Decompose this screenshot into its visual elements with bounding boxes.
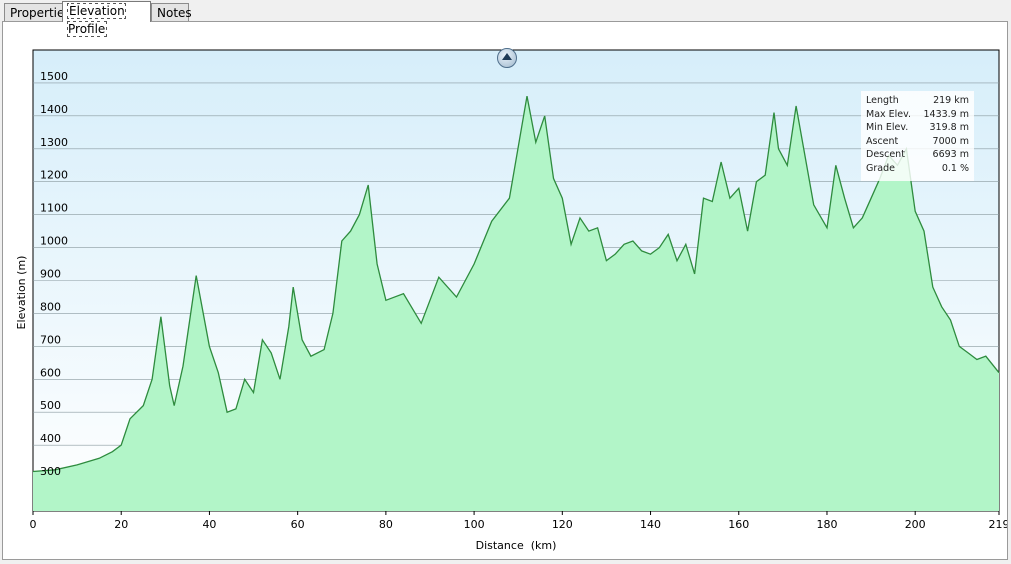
stats-box: Length 219 km Max Elev. 1433.9 m Min Elev. 31…: [861, 91, 974, 181]
stat-value: 319.8 m: [929, 122, 969, 133]
elevation-line: [32, 95, 1000, 473]
tab-bar: Properties Elevation Profile Notes: [0, 0, 1011, 37]
collapse-button[interactable]: [497, 48, 517, 68]
y-tick-label: 1400: [40, 103, 68, 116]
tab-elevation-profile-label: Elevation Profile: [67, 3, 126, 37]
stat-value: 1433.9 m: [923, 108, 969, 120]
stat-row: Length 219 km: [866, 95, 969, 108]
y-tick-label: 1200: [40, 169, 68, 182]
chevron-up-icon: [502, 53, 512, 60]
stat-value: 0.1 %: [941, 162, 969, 174]
elevation-chart: 3004005006007008009001000110012001300140…: [15, 49, 1008, 552]
x-tick-label: 180: [816, 518, 837, 531]
y-tick-label: 500: [40, 399, 61, 412]
tab-properties-label: Properties: [10, 6, 71, 20]
y-tick-label: 1300: [40, 136, 68, 149]
stat-label: Max Elev.: [866, 108, 912, 120]
x-tick-label: 80: [379, 518, 393, 531]
x-axis-ticks: 0 20 40 60 80 100 120 140 160 180 200 219: [30, 511, 1008, 531]
stat-label: Descent: [866, 149, 905, 160]
x-tick-label: 40: [202, 518, 216, 531]
stat-label: Ascent: [866, 135, 899, 147]
stat-value: 219 km: [933, 95, 969, 106]
x-tick-label: 160: [728, 518, 749, 531]
x-tick-label: 200: [905, 518, 926, 531]
stat-value: 7000 m: [932, 135, 969, 147]
elevation-area: [33, 96, 999, 511]
x-tick-label: 120: [552, 518, 573, 531]
y-tick-label: 800: [40, 300, 61, 313]
x-tick-label: 140: [640, 518, 661, 531]
elevation-profile-panel: 300 400 500 600 700 800 900 1000 1100 1200 1300 140…: [2, 21, 1008, 560]
y-axis-ticks: 300 400 500 600 700 800 900 1000 1100 1200 1300 140…: [40, 70, 68, 478]
y-tick-label: 300: [40, 465, 61, 478]
x-tick-label: 60: [291, 518, 305, 531]
x-tick-label: 0: [30, 518, 37, 531]
y-axis-label: Elevation (m): [15, 256, 28, 330]
tab-notes[interactable]: Notes: [151, 3, 192, 21]
tab-notes-label: Notes: [157, 6, 192, 20]
y-tick-label: 700: [40, 333, 61, 346]
x-tick-label: 20: [114, 518, 128, 531]
y-tick-label: 1100: [40, 202, 68, 215]
y-tick-label: 900: [40, 268, 61, 281]
stat-label: Length: [866, 95, 899, 106]
stat-row: Grade 0.1 %: [866, 163, 969, 176]
stat-row: Descent 6693 m: [866, 149, 969, 162]
y-tick-label: 400: [40, 432, 61, 445]
x-tick-label: 100: [464, 518, 485, 531]
tab-properties[interactable]: Properties: [4, 3, 71, 21]
y-tick-label: 1500: [40, 70, 68, 83]
stat-row: Min Elev. 319.8 m: [866, 122, 969, 135]
stat-row: Max Elev. 1433.9 m: [866, 109, 969, 122]
stat-value: 6693 m: [932, 149, 969, 160]
stat-label: Grade: [866, 162, 895, 174]
tab-elevation-profile[interactable]: Elevation Profile: [62, 1, 151, 37]
x-axis-label: Distance (km): [476, 539, 557, 552]
y-tick-label: 600: [40, 366, 61, 379]
y-tick-label: 1000: [40, 235, 68, 248]
stat-label: Min Elev.: [866, 122, 909, 133]
stat-row: Ascent 7000 m: [866, 136, 969, 149]
x-tick-label: 219: [989, 518, 1008, 531]
